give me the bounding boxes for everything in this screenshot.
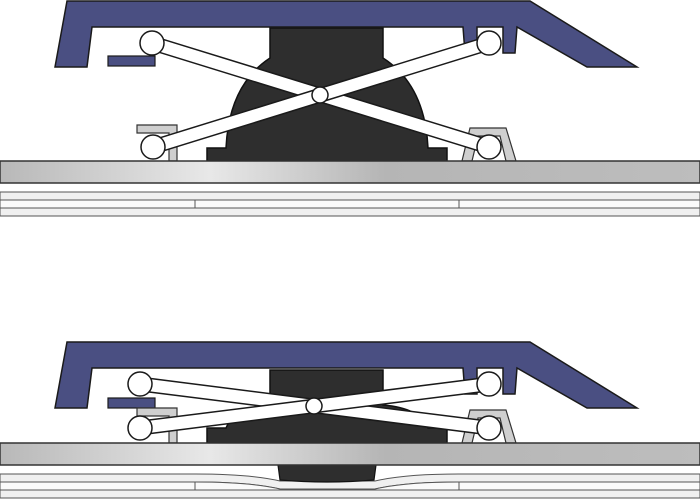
- pivot-bottom-left-pressed: [127, 415, 153, 441]
- keycap-tab: [107, 55, 156, 67]
- scissor-mechanism-pressed: [127, 371, 502, 441]
- membrane-layers: [0, 191, 700, 217]
- pivot-bottom-right: [476, 134, 502, 160]
- keycap: [54, 0, 640, 68]
- base-plate-pressed: [0, 442, 700, 466]
- pivot-center: [311, 86, 329, 104]
- keycap-tab-pressed: [107, 397, 156, 409]
- keycap-pressed: [54, 341, 640, 409]
- pivot-bottom-left: [140, 134, 166, 160]
- dome-plunger: [277, 464, 377, 483]
- base-plate: [0, 160, 700, 184]
- pivot-top-left-pressed: [127, 371, 153, 397]
- released-key-assembly: [0, 0, 700, 217]
- pressed-key-assembly: [0, 341, 700, 499]
- scissor-mechanism: [139, 30, 502, 160]
- pivot-bottom-right-pressed: [476, 415, 502, 441]
- pivot-top-left: [139, 30, 165, 56]
- pivot-top-right: [476, 30, 502, 56]
- pivot-center-pressed: [305, 397, 323, 415]
- pivot-top-right-pressed: [476, 371, 502, 397]
